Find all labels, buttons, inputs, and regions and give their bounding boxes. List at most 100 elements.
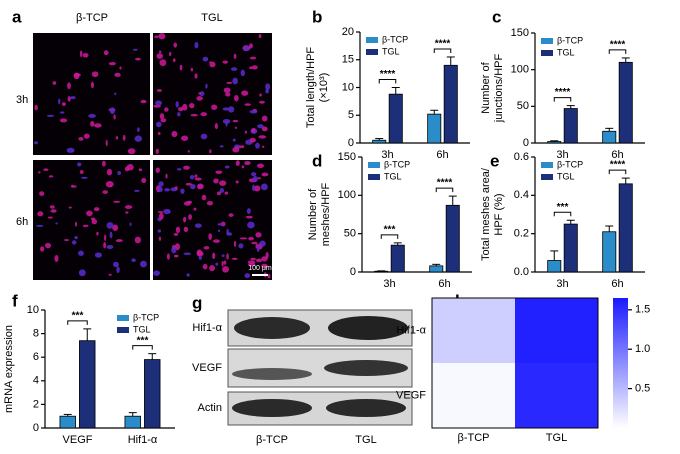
cell [55, 222, 58, 225]
legend-label: β-TCP [382, 34, 408, 44]
cell [73, 72, 80, 80]
cell [183, 216, 187, 223]
cell [186, 273, 190, 277]
cell [79, 50, 83, 58]
cell [194, 41, 199, 49]
panel-label: d [312, 151, 322, 170]
cell [103, 50, 109, 56]
cell [116, 266, 120, 274]
cell [115, 239, 123, 243]
cell [227, 106, 235, 113]
cell [157, 211, 164, 214]
cell [83, 133, 90, 139]
panel-label: g [192, 293, 202, 312]
y-axis-label: mRNA expression [3, 325, 15, 413]
significance-bracket [380, 234, 399, 239]
cell [261, 172, 269, 177]
cell [255, 232, 262, 238]
bar [618, 183, 633, 273]
cell [225, 92, 231, 97]
bar [59, 415, 76, 429]
bar [563, 108, 578, 144]
cell [169, 51, 172, 57]
cell [90, 120, 95, 127]
y-axis-label: meshes/HPF [320, 182, 332, 246]
cell [66, 147, 75, 153]
cell [156, 89, 163, 92]
cell [257, 124, 264, 129]
cell [217, 229, 221, 233]
colorbar-tick-label: 1.5 [635, 304, 650, 316]
cell [154, 35, 159, 38]
cell [64, 239, 69, 242]
bar [445, 204, 460, 273]
cell [238, 243, 244, 249]
cell [52, 81, 57, 85]
cell [113, 114, 116, 120]
cell [77, 162, 82, 167]
cell [124, 205, 133, 210]
cell [155, 148, 159, 154]
cell [115, 136, 119, 140]
cell [196, 250, 204, 257]
cell [201, 194, 207, 201]
cell [198, 92, 202, 95]
row-label: Hif1-α [396, 324, 426, 336]
cell [155, 100, 163, 106]
y-tick-label: 4 [33, 375, 39, 387]
cell [37, 211, 44, 217]
cell [174, 243, 180, 251]
x-tick-label: 6h [438, 278, 450, 290]
cell [232, 138, 236, 142]
cell [119, 66, 122, 70]
cell [113, 200, 121, 203]
x-tick-label: 6h [611, 278, 623, 290]
cell [260, 183, 268, 191]
cell [261, 263, 268, 269]
cell [185, 182, 193, 186]
cell [156, 53, 164, 59]
cell [75, 221, 78, 227]
cell [134, 189, 140, 192]
cell [181, 135, 189, 141]
significance: *** [557, 202, 569, 213]
cell [174, 186, 178, 190]
blot-label: Actin [198, 402, 222, 414]
significance-bracket [67, 320, 88, 325]
y-tick-label: 10 [27, 304, 39, 316]
panel-label: b [312, 7, 322, 26]
x-tick-label: 3h [556, 278, 568, 290]
y-tick-label: 0.6 [514, 151, 529, 163]
legend-swatch [366, 37, 378, 43]
cell [44, 242, 52, 249]
cell [249, 56, 257, 60]
significance: **** [435, 39, 451, 50]
cell [203, 246, 210, 250]
cell [202, 263, 208, 270]
cell [241, 90, 249, 96]
legend-swatch [541, 162, 553, 168]
cell [114, 92, 117, 96]
cell [249, 43, 253, 49]
blot-column: β-TCP [256, 434, 288, 446]
cell [67, 82, 71, 90]
cell [134, 57, 141, 61]
x-tick-label: 3h [383, 278, 395, 290]
cell [59, 111, 65, 114]
x-tick-label: 6h [611, 149, 623, 161]
legend-swatch [541, 38, 553, 44]
cell [78, 137, 84, 141]
cell [109, 107, 116, 114]
cell [221, 260, 224, 267]
bar [602, 231, 617, 273]
cell [244, 161, 251, 166]
blot-column: TGL [355, 434, 376, 446]
legend-label: β-TCP [384, 159, 410, 169]
cell [186, 200, 193, 205]
cell [265, 88, 269, 94]
cell [194, 174, 198, 178]
legend-label: TGL [557, 171, 575, 181]
cell [70, 96, 76, 100]
significance: **** [610, 40, 626, 51]
y-tick-label: 150 [338, 151, 356, 163]
